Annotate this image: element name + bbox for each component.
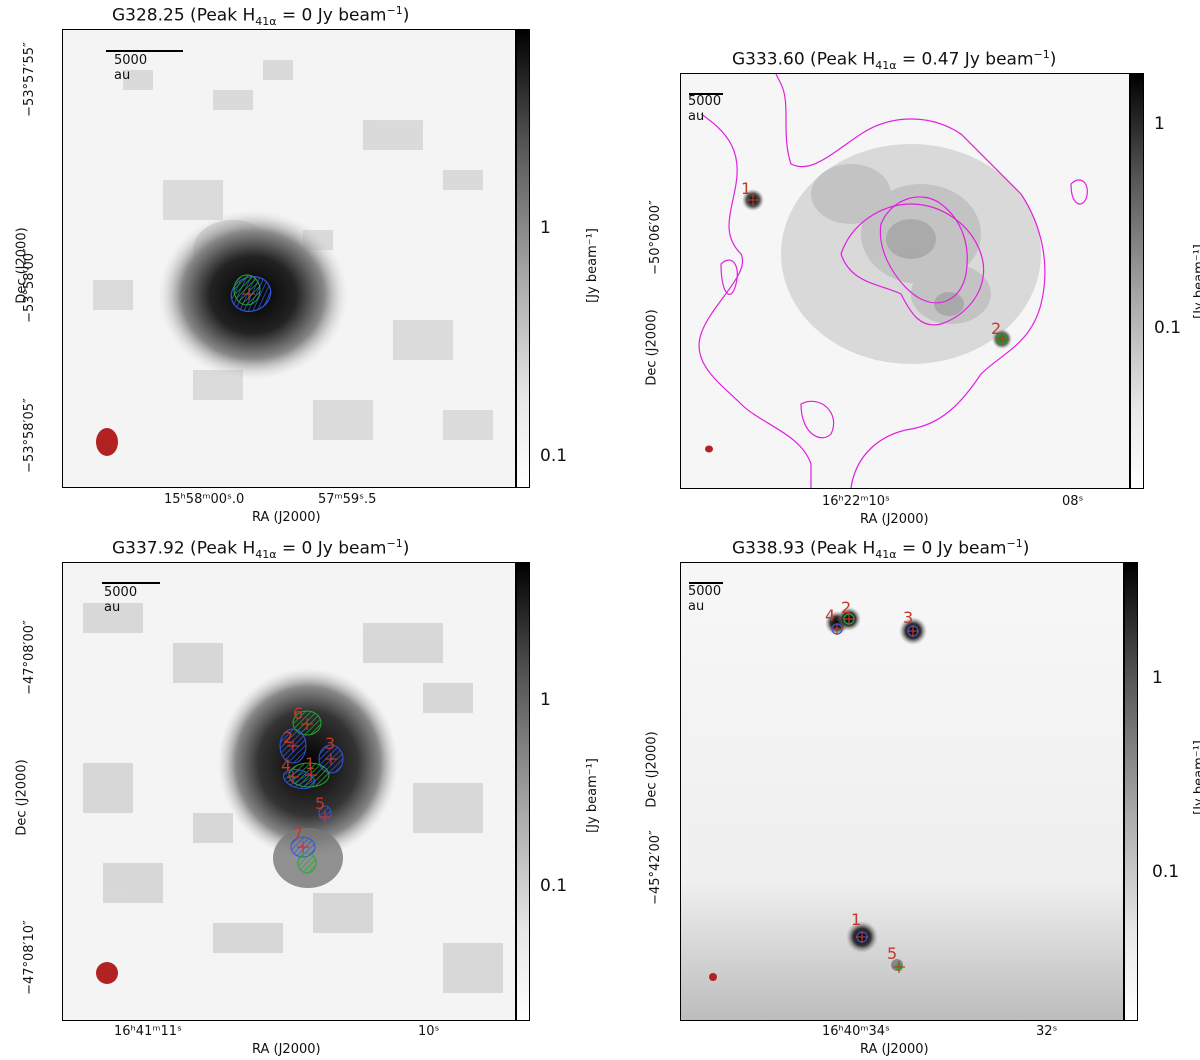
source-ellipse-green [233, 274, 261, 306]
x-axis-label: RA (J2000) [860, 512, 929, 527]
source-label: 5 [315, 794, 325, 813]
panel-title: G328.25 (Peak H41α = 0 Jy beam−1) [112, 4, 410, 29]
scale-label: 5000 au [104, 585, 138, 615]
beam-ellipse [705, 445, 713, 453]
x-axis-label: RA (J2000) [252, 510, 321, 525]
map-image: 1 2 [680, 73, 1130, 489]
source-marker-4 [287, 771, 299, 783]
colorbar-label: [Jy beam⁻¹] [1191, 740, 1200, 815]
source-marker-7 [297, 841, 309, 853]
source-ellipse-green [297, 852, 317, 874]
y-tick: −53°57′55″ [21, 42, 37, 117]
colorbar-label: [Jy beam⁻¹] [1191, 244, 1200, 319]
source-label: 6 [293, 704, 303, 723]
map-image: 6 2 3 1 4 5 7 [62, 562, 516, 1021]
source-marker-3 [907, 625, 919, 637]
panel-title: G338.93 (Peak H41α = 0 Jy beam−1) [732, 537, 1030, 562]
scale-bar [102, 582, 160, 584]
source-label: 2 [991, 319, 1001, 338]
colorbar [1130, 73, 1144, 489]
source-marker-3 [325, 753, 337, 765]
x-tick: 08ˢ [1062, 494, 1084, 509]
x-tick: 32ˢ [1036, 1024, 1058, 1039]
y-tick: −47°08′10″ [21, 920, 37, 995]
source-marker-1 [305, 769, 317, 781]
source-marker-4 [831, 623, 843, 635]
colorbar [1124, 562, 1138, 1021]
source-label: 1 [305, 754, 315, 773]
scale-label: 5000 au [688, 584, 722, 614]
source-marker-5 [893, 961, 905, 973]
colorbar-tick: 0.1 [540, 446, 568, 466]
map-canvas: 1 2 [681, 74, 1129, 488]
contour-lines [698, 74, 1088, 488]
colorbar-label: [Jy beam⁻¹] [584, 228, 600, 303]
source-ellipse-blue [282, 768, 316, 790]
source-label: 2 [841, 598, 851, 617]
source-marker-5 [319, 811, 331, 823]
source-marker-2 [287, 740, 299, 752]
x-tick: 57ᵐ59ˢ.5 [318, 492, 377, 507]
colorbar-tick: 0.1 [1152, 862, 1180, 882]
x-tick: 15ʰ58ᵐ00ˢ.0 [164, 492, 245, 507]
colorbar-tick: 0.1 [540, 876, 568, 896]
y-axis-label: Dec (J2000) [644, 731, 660, 808]
beam-ellipse [96, 428, 118, 456]
map-image: 1 2 3 4 5 [680, 562, 1124, 1021]
source-label: 4 [281, 756, 291, 775]
map-image [62, 29, 516, 488]
source-marker-1 [747, 194, 759, 206]
colorbar-tick: 1 [540, 218, 551, 238]
scale-bar [689, 93, 723, 95]
colorbar-tick: 0.1 [1154, 318, 1182, 338]
panel-title: G333.60 (Peak H41α = 0.47 Jy beam−1) [732, 48, 1057, 73]
panel-title: G337.92 (Peak H41α = 0 Jy beam−1) [112, 537, 410, 562]
map-canvas: 6 2 3 1 4 5 7 [63, 563, 515, 1020]
y-axis-label: Dec (J2000) [644, 309, 660, 386]
colorbar-tick: 1 [1154, 114, 1165, 134]
y-tick: −50°06′00″ [647, 200, 663, 275]
colorbar [516, 29, 530, 488]
y-tick: −47°08′00″ [21, 620, 37, 695]
source-label: 3 [325, 734, 335, 753]
source-label: 2 [283, 728, 293, 747]
colorbar [516, 562, 530, 1021]
x-tick: 10ˢ [418, 1024, 440, 1039]
beam-ellipse [96, 962, 118, 984]
source-label: 3 [903, 608, 913, 627]
source-label: 4 [825, 606, 835, 625]
y-tick: −45°42′00″ [647, 830, 663, 905]
x-axis-label: RA (J2000) [252, 1042, 321, 1057]
y-tick: −53°58′00″ [21, 248, 37, 323]
source-label: 5 [887, 944, 897, 963]
source-marker-1 [243, 288, 255, 300]
scale-label: 5000 au [688, 94, 722, 124]
y-axis-label: Dec (J2000) [14, 759, 30, 836]
source-label: 1 [741, 179, 751, 198]
scale-bar [689, 582, 723, 584]
x-tick: 16ʰ41ᵐ11ˢ [114, 1024, 182, 1039]
x-tick: 16ʰ22ᵐ10ˢ [822, 494, 890, 509]
x-axis-label: RA (J2000) [860, 1042, 929, 1057]
source-marker-2 [843, 613, 855, 625]
y-tick: −53°58′05″ [21, 398, 37, 473]
scale-label: 5000 au [114, 53, 148, 83]
source-label: 1 [851, 910, 861, 929]
source-marker-6 [301, 718, 313, 730]
source-marker-1 [856, 931, 868, 943]
map-canvas [63, 30, 515, 487]
colorbar-tick: 1 [540, 690, 551, 710]
colorbar-tick: 1 [1152, 668, 1163, 688]
x-tick: 16ʰ40ᵐ34ˢ [822, 1024, 890, 1039]
colorbar-label: [Jy beam⁻¹] [584, 758, 600, 833]
source-label: 7 [293, 824, 303, 843]
map-canvas: 1 2 3 4 5 [681, 563, 1123, 1020]
scale-bar [106, 50, 183, 52]
beam-ellipse [709, 973, 717, 981]
source-marker-2 [996, 333, 1008, 345]
